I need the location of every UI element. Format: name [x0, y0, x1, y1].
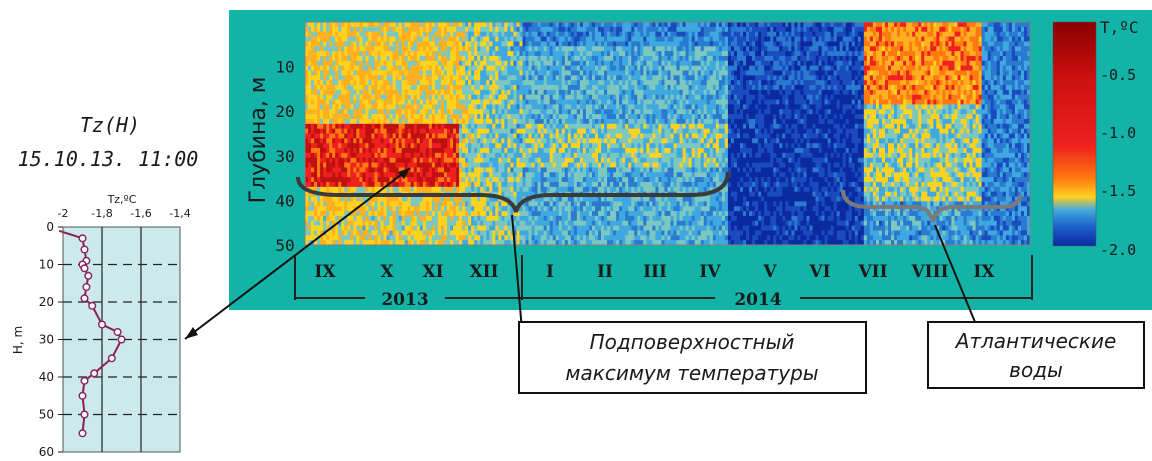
profile-y-tick: 30 — [39, 333, 54, 347]
brace-subsurface — [296, 171, 730, 213]
colorbar: T,ºC -0.5 -1.0 -1.5 -2.0 — [1052, 18, 1139, 259]
month-label: VII — [857, 262, 887, 282]
atlantic-annotation: Атлантические воды — [927, 321, 1145, 389]
profile-x-tick: -2 — [58, 207, 69, 220]
profile-data-point — [107, 354, 116, 363]
profile-data-point — [88, 301, 97, 310]
month-label: IX — [973, 262, 995, 282]
subsurface-line1: Подповерхностный — [590, 330, 795, 354]
profile-y-tick: 20 — [39, 295, 54, 309]
colorbar-tick: -1.5 — [1100, 182, 1136, 200]
heatmap-y-tick: 20 — [275, 102, 294, 121]
profile-title: Tz(H) — [80, 113, 140, 137]
month-label: II — [597, 262, 613, 282]
profile-data-point — [80, 264, 89, 273]
heatmap-y-tick: 30 — [275, 147, 294, 166]
profile-data-point — [78, 234, 87, 243]
profile-y-tick: 60 — [39, 445, 54, 459]
brace-atlantic — [841, 189, 1022, 223]
heatmap-y-tick: 10 — [275, 58, 294, 77]
profile-data-point — [117, 335, 126, 344]
profile-y-tick: 40 — [39, 370, 54, 384]
profile-data-point — [90, 369, 99, 378]
month-label: III — [643, 262, 667, 282]
profile-data-point — [80, 376, 89, 385]
colorbar-tick: -0.5 — [1100, 66, 1136, 84]
heatmap-y-label: Глубина, м — [246, 77, 271, 204]
profile-data-point — [80, 410, 89, 419]
profile-data-point — [78, 429, 87, 438]
month-axis: IX X XI XII I II III IV V VI VII VIII IX 2013 2014 — [294, 255, 1033, 310]
colorbar-unit: T,ºC — [1100, 18, 1139, 37]
profile-y-label: H, m — [11, 326, 25, 354]
month-label: VI — [808, 262, 830, 282]
heatmap-y-tick: 50 — [275, 236, 294, 255]
profile-x-tick: -1,4 — [169, 207, 190, 220]
profile-datetime: 15.10.13. 11:00 — [18, 147, 199, 171]
month-label: VIII — [910, 262, 948, 282]
year-label-2014: 2014 — [734, 290, 781, 310]
profile-x-label: Tz,ºC — [107, 193, 137, 206]
month-label: V — [762, 262, 777, 282]
year-label-2013: 2013 — [381, 290, 428, 310]
heatmap-y-tick: 40 — [275, 191, 294, 210]
profile-data-point — [82, 283, 91, 292]
profile-data-point — [80, 294, 89, 303]
colorbar-tick: -2.0 — [1100, 241, 1136, 259]
profile-y-tick: 0 — [46, 220, 54, 234]
month-label: X — [380, 262, 394, 282]
month-label: IX — [314, 262, 336, 282]
profile-data-point — [97, 320, 106, 329]
profile-plot: Tz(H) 15.10.13. 11:00 Tz,ºC -2 -1,8 -1,6 -1… — [11, 113, 198, 459]
subsurface-line2: максимум температуры — [565, 361, 818, 385]
profile-y-tick: 10 — [39, 258, 54, 272]
heatmap-y-ticks: 10 20 30 40 50 — [275, 58, 294, 255]
colorbar-tick: -1.0 — [1100, 124, 1136, 142]
profile-data-point — [84, 271, 93, 280]
profile-x-tick: -1,6 — [130, 207, 151, 220]
atlantic-line1: Атлантические — [954, 329, 1117, 353]
profile-data-point — [78, 391, 87, 400]
month-label: XII — [469, 262, 498, 282]
month-label: IV — [699, 262, 721, 282]
profile-data-point — [113, 328, 122, 337]
profile-x-tick: -1,8 — [91, 207, 112, 220]
profile-data-point — [80, 245, 89, 254]
month-label: XI — [422, 262, 443, 282]
atlantic-line2: воды — [1009, 358, 1063, 382]
month-label: I — [546, 262, 554, 282]
subsurface-annotation: Подповерхностный максимум температуры — [518, 321, 867, 394]
heatmap-image — [304, 21, 1031, 246]
arrows — [184, 167, 976, 340]
profile-y-tick: 50 — [39, 408, 54, 422]
